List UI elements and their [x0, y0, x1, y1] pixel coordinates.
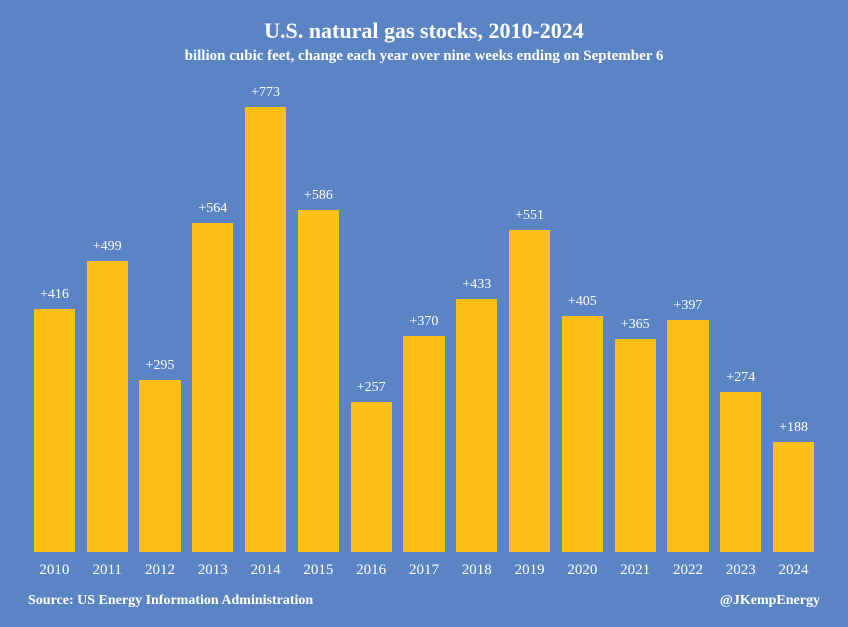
bar	[509, 230, 550, 552]
bar-value-label: +564	[198, 201, 227, 217]
bar-value-label: +551	[515, 208, 544, 224]
bar-slot: +188	[767, 85, 820, 552]
x-axis: 2010201120122013201420152016201720182019…	[28, 562, 820, 579]
x-axis-label: 2011	[81, 562, 134, 579]
bar-value-label: +274	[726, 370, 755, 386]
bar-value-label: +433	[462, 277, 491, 293]
chart-title: U.S. natural gas stocks, 2010-2024	[0, 18, 848, 44]
x-axis-label: 2014	[239, 562, 292, 579]
bar-value-label: +586	[304, 188, 333, 204]
x-axis-label: 2024	[767, 562, 820, 579]
bar	[192, 223, 233, 552]
x-axis-label: 2010	[28, 562, 81, 579]
bar	[298, 210, 339, 552]
bar-slot: +499	[81, 85, 134, 552]
title-block: U.S. natural gas stocks, 2010-2024 billi…	[0, 0, 848, 65]
x-axis-label: 2019	[503, 562, 556, 579]
x-axis-label: 2020	[556, 562, 609, 579]
bar-slot: +257	[345, 85, 398, 552]
bar-slot: +295	[134, 85, 187, 552]
bar	[456, 299, 497, 552]
x-axis-label: 2021	[609, 562, 662, 579]
plot-area: +416 +499 +295 +564 +773 +586 +257 +370 +433 +551…	[28, 85, 820, 552]
bar-slot: +365	[609, 85, 662, 552]
bar-value-label: +295	[146, 358, 175, 374]
bar-slot: +564	[186, 85, 239, 552]
x-axis-label: 2017	[398, 562, 451, 579]
bar	[720, 392, 761, 552]
bar	[562, 316, 603, 552]
x-axis-label: 2015	[292, 562, 345, 579]
x-axis-label: 2023	[714, 562, 767, 579]
x-axis-label: 2013	[186, 562, 239, 579]
bar	[34, 309, 75, 552]
bar	[667, 320, 708, 552]
bar-value-label: +257	[357, 380, 386, 396]
bar	[403, 336, 444, 552]
bar-slot: +551	[503, 85, 556, 552]
x-axis-label: 2018	[450, 562, 503, 579]
bar-slot: +773	[239, 85, 292, 552]
bar-value-label: +188	[779, 420, 808, 436]
x-axis-label: 2016	[345, 562, 398, 579]
bar-slot: +370	[398, 85, 451, 552]
bar-value-label: +416	[40, 287, 69, 303]
bar	[87, 261, 128, 552]
bar	[351, 402, 392, 552]
chart-container: U.S. natural gas stocks, 2010-2024 billi…	[0, 0, 848, 627]
bar	[615, 339, 656, 552]
attribution-text: @JKempEnergy	[720, 593, 820, 609]
bar-value-label: +405	[568, 294, 597, 310]
chart-subtitle: billion cubic feet, change each year ove…	[0, 48, 848, 65]
bar-slot: +416	[28, 85, 81, 552]
bar-slot: +405	[556, 85, 609, 552]
chart-footer: Source: US Energy Information Administra…	[0, 579, 848, 627]
bar-value-label: +773	[251, 85, 280, 101]
bar-slot: +433	[450, 85, 503, 552]
bar	[773, 442, 814, 552]
bar-value-label: +499	[93, 239, 122, 255]
bar	[139, 380, 180, 552]
bar-value-label: +397	[674, 298, 703, 314]
bar-slot: +397	[662, 85, 715, 552]
bar-slot: +274	[714, 85, 767, 552]
x-axis-label: 2022	[662, 562, 715, 579]
bar	[245, 107, 286, 552]
x-axis-label: 2012	[134, 562, 187, 579]
bars-row: +416 +499 +295 +564 +773 +586 +257 +370 +433 +551…	[28, 85, 820, 552]
bar-value-label: +370	[410, 314, 439, 330]
source-text: Source: US Energy Information Administra…	[28, 593, 313, 609]
bar-value-label: +365	[621, 317, 650, 333]
bar-slot: +586	[292, 85, 345, 552]
